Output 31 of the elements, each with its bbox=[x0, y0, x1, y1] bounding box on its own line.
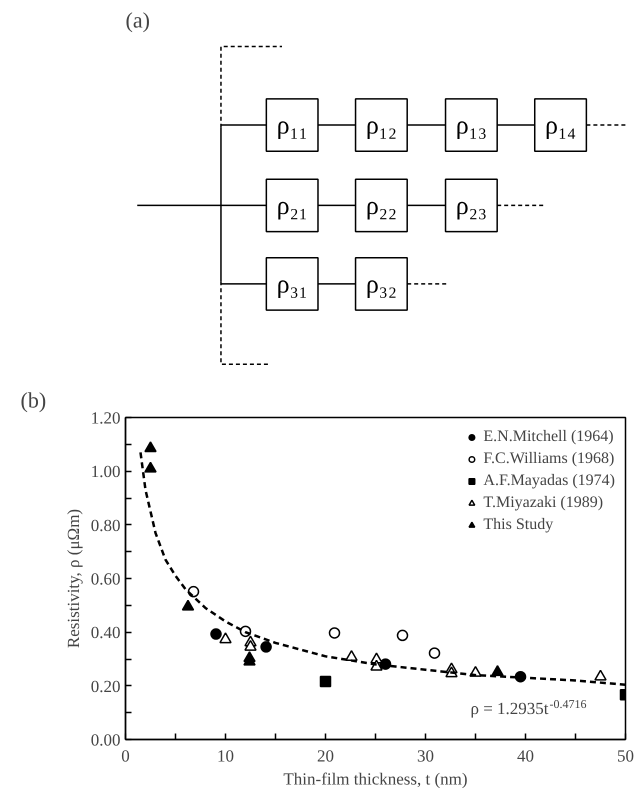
legend-label: This Study bbox=[483, 516, 554, 534]
text: ρ₂₂ bbox=[366, 190, 397, 220]
y-tick-label: 1.00 bbox=[90, 462, 120, 482]
y-tick-label: 0.00 bbox=[90, 730, 120, 750]
chart-title: (b) bbox=[20, 388, 46, 412]
x-tick-label: 0 bbox=[121, 746, 130, 766]
x-axis-title: Thin-film thickness, t (nm) bbox=[283, 770, 468, 788]
x-tick-label: 50 bbox=[617, 746, 634, 766]
y-tick-label: 0.60 bbox=[90, 570, 120, 588]
y-tick-label: 1.20 bbox=[90, 408, 120, 428]
y-axis-title: Resistivity, ρ (μΩm) bbox=[64, 508, 83, 648]
x-tick-label: 10 bbox=[217, 746, 234, 766]
legend-label: A.F.Mayadas (1974) bbox=[483, 472, 615, 490]
legend-label: T.Miyazaki (1989) bbox=[483, 494, 604, 512]
y-tick-label: 0.80 bbox=[90, 516, 120, 535]
text: ρ₂₃ bbox=[456, 190, 487, 220]
text: ρ₁₃ bbox=[456, 110, 487, 140]
x-tick-label: 30 bbox=[417, 746, 434, 766]
legend-label: F.C.Williams (1968) bbox=[483, 450, 614, 468]
y-tick-label: 0.40 bbox=[90, 623, 120, 642]
text: (a) bbox=[126, 8, 150, 32]
text: ρ₁₂ bbox=[366, 110, 397, 140]
text: ρ₁₁ bbox=[276, 110, 308, 140]
x-tick-label: 20 bbox=[317, 746, 334, 766]
text: ρ₃₁ bbox=[276, 269, 308, 298]
text: ρ₁₄ bbox=[545, 110, 576, 140]
legend-label: E.N.Mitchell (1964) bbox=[483, 428, 614, 446]
text: ρ₂₁ bbox=[276, 190, 308, 220]
text: ρ₃₂ bbox=[366, 269, 397, 298]
x-tick-label: 40 bbox=[517, 746, 534, 766]
y-tick-label: 0.20 bbox=[90, 676, 120, 696]
